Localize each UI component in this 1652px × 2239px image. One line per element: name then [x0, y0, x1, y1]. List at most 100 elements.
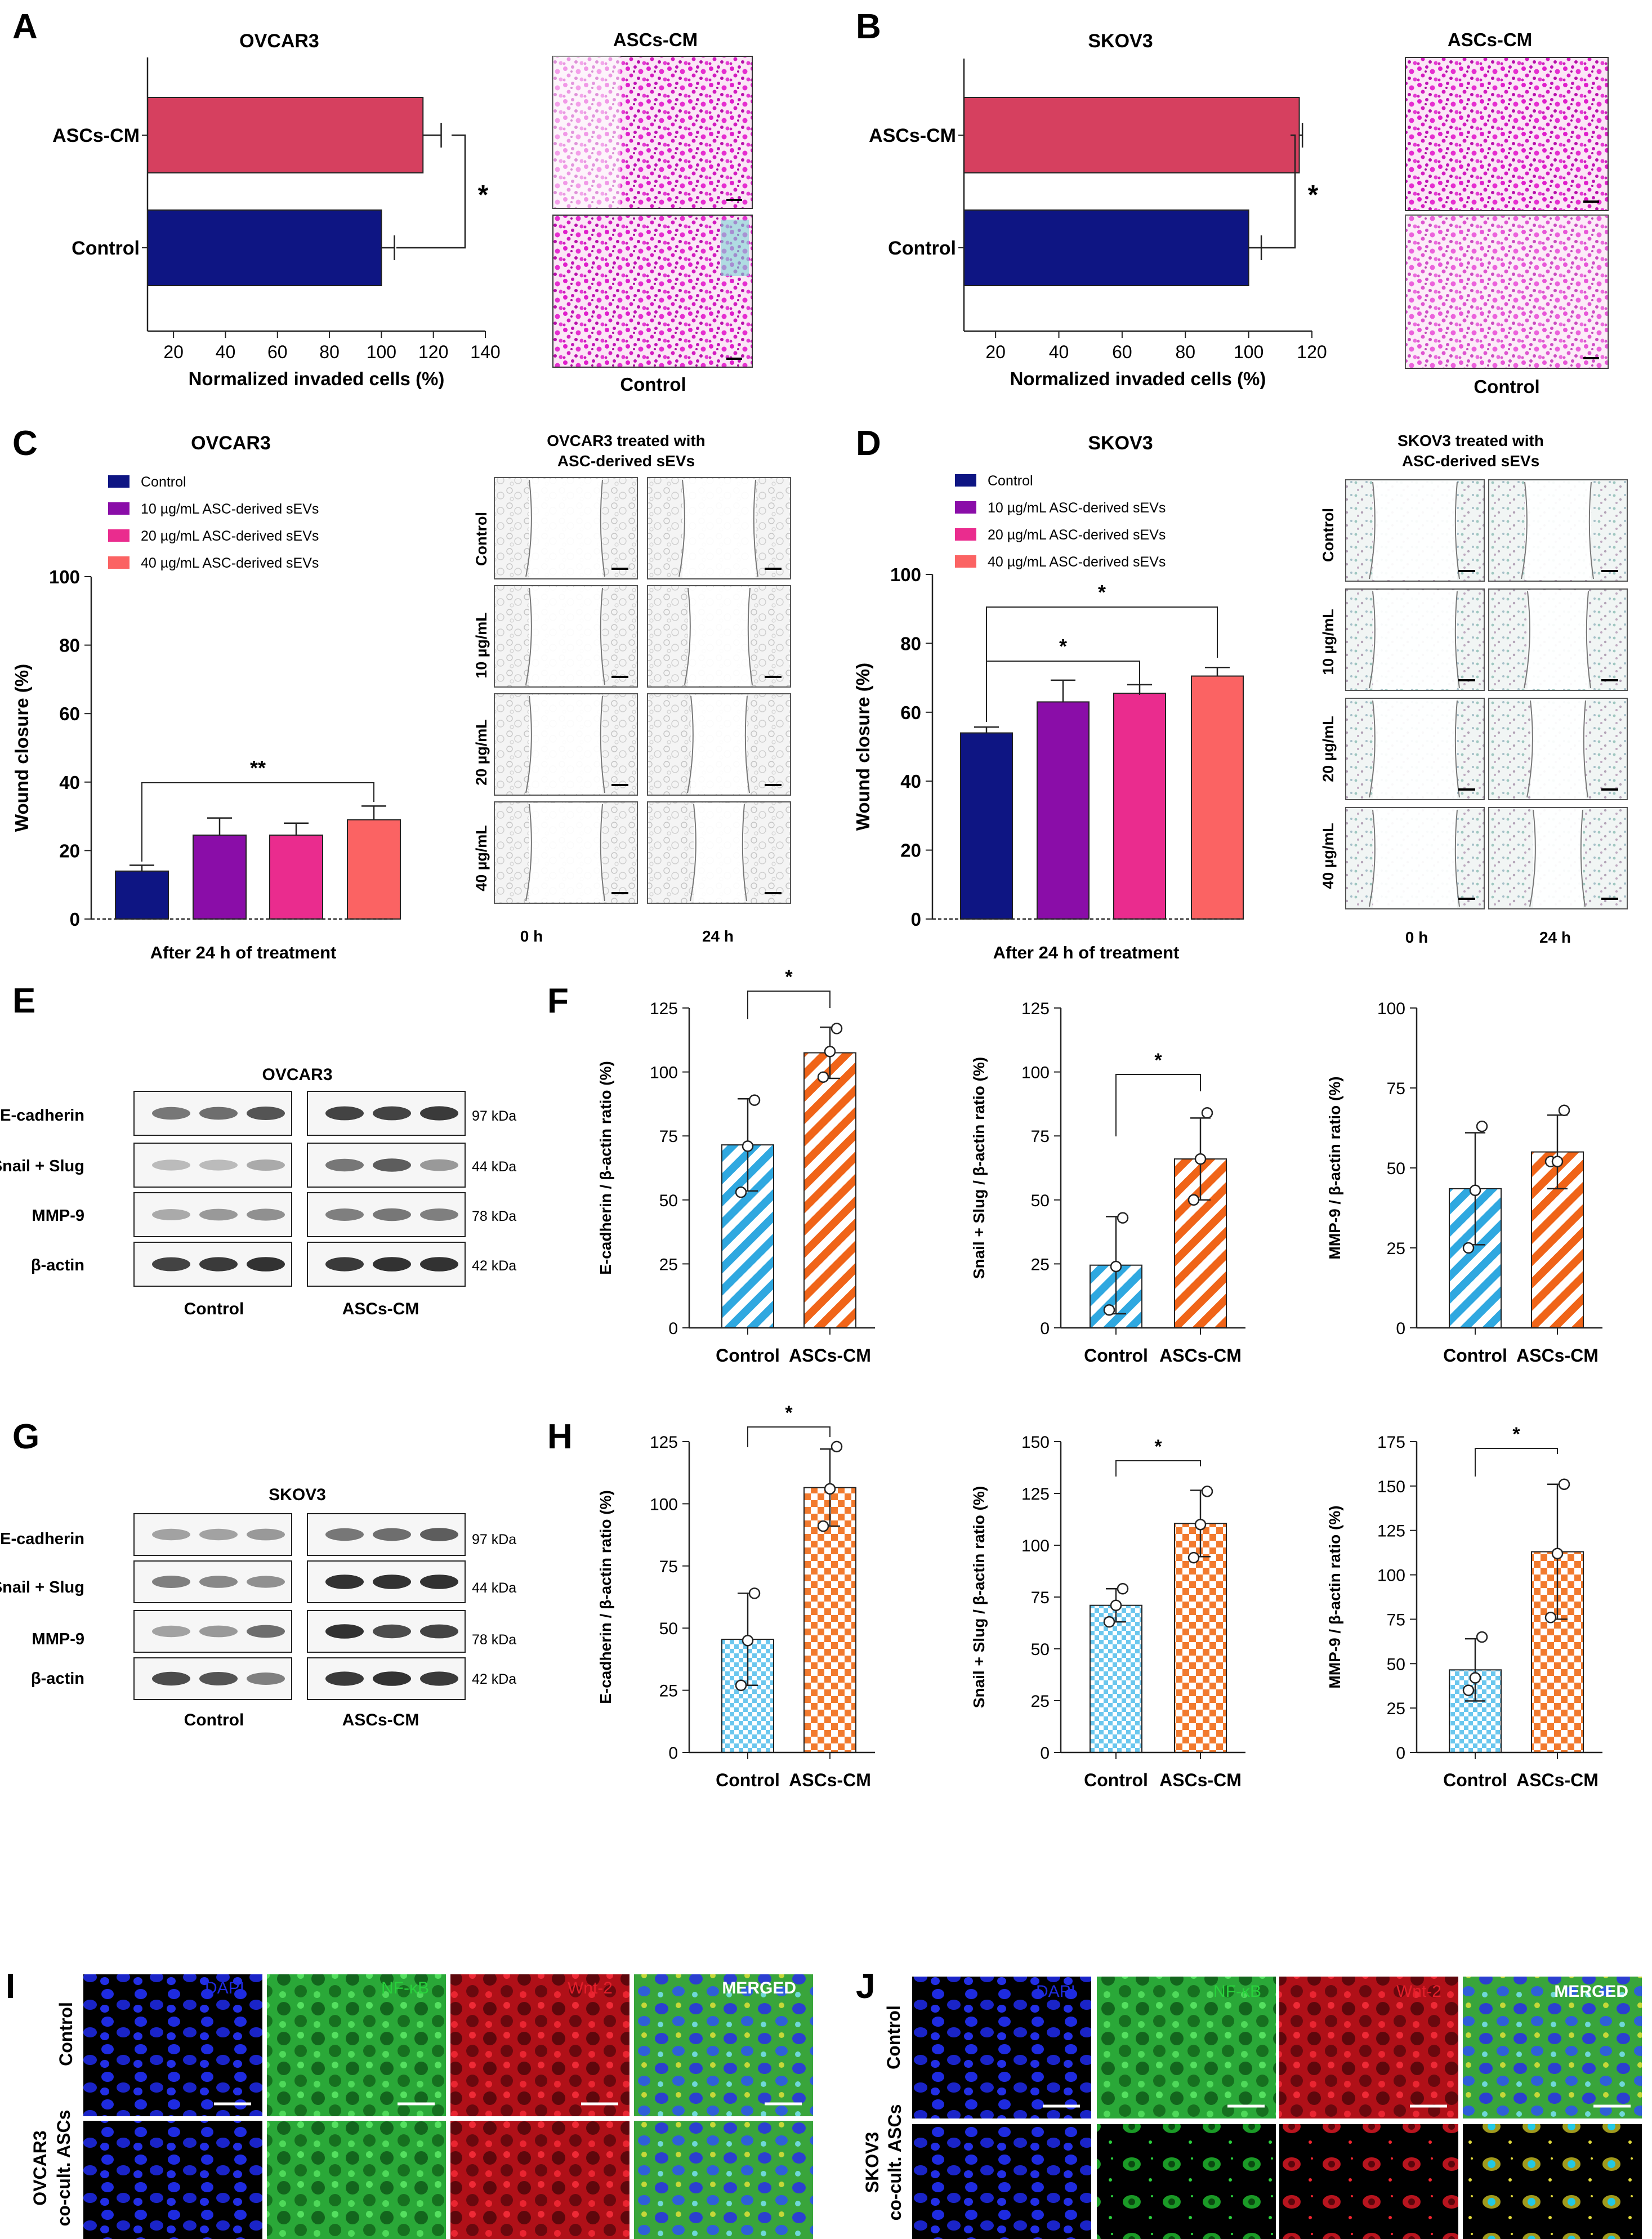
- y-tick-label: 75: [659, 1127, 678, 1146]
- wound-edge: [1454, 809, 1460, 907]
- blot-band: [420, 1257, 458, 1272]
- western-blot-e: OVCAR3 E-cadherin Snail + Slug MMP-9 β-a…: [0, 1065, 516, 1318]
- y-tick-label: 150: [1377, 1478, 1405, 1496]
- bar-control: [1090, 1604, 1142, 1753]
- wound-edge: [744, 695, 750, 793]
- chart-b-invasion-skov3: SKOV3 ASCs-CM Control 20 40 60 80 100 120 Normali…: [869, 30, 1327, 389]
- panel-label-j: J: [856, 1967, 875, 2006]
- category-label: ASCs-CM: [869, 125, 956, 146]
- if-image: [83, 2121, 262, 2239]
- bar-ascs-cm: [147, 97, 424, 173]
- wound-edge: [1369, 700, 1376, 798]
- blot-g-kda-4: 42 kDa: [472, 1671, 516, 1687]
- y-axis-label: Snail + Slug / β-actin ratio (%): [970, 1057, 988, 1279]
- x-tick-label: Control: [1443, 1770, 1507, 1790]
- x-tick-label: Control: [1084, 1345, 1148, 1366]
- wound-edge: [687, 695, 694, 793]
- wound-gap: [529, 587, 602, 686]
- if-i-row-2b: co-cult. ASCs: [53, 2110, 74, 2227]
- blot-band: [199, 1625, 238, 1638]
- significance-label: **: [250, 756, 266, 779]
- data-point: [817, 1071, 829, 1083]
- x-tick-label: ASCs-CM: [1159, 1345, 1242, 1366]
- y-tick-label: 0: [1040, 1744, 1050, 1763]
- micrographs-c: OVCAR3 treated with ASC-derived sEVs Con…: [473, 432, 791, 945]
- micro-d-col-2: 24 h: [1539, 929, 1571, 946]
- invasion-image-ascs: [1405, 57, 1609, 211]
- chart-a-invasion-ovcar3: OVCAR3 ASCs-CM Control 20 40 60 80 100 120 140 Nor…: [52, 30, 501, 389]
- legend-swatch: [955, 501, 976, 514]
- invasion-image-membrane: [721, 220, 749, 276]
- x-tick-label: ASCs-CM: [1159, 1770, 1242, 1790]
- y-tick-label: 100: [49, 567, 80, 587]
- data-point: [1551, 1547, 1564, 1559]
- panel-label-b: B: [856, 7, 881, 46]
- data-point: [1558, 1478, 1570, 1490]
- if-image: [1279, 1977, 1458, 2118]
- if-image: [1463, 1977, 1642, 2118]
- y-tick-label: 100: [1377, 1000, 1405, 1018]
- y-tick-label: 25: [659, 1682, 678, 1701]
- wound-edge: [1454, 481, 1460, 579]
- legend-label: 10 µg/mL ASC-derived sEVs: [988, 500, 1166, 516]
- wound-edge: [678, 479, 685, 577]
- legend-label: Control: [988, 473, 1033, 489]
- data-point: [742, 1140, 754, 1152]
- wound-edge: [1529, 809, 1536, 907]
- y-tick-label: 125: [1021, 1485, 1050, 1504]
- if-grid-j: [912, 1977, 1642, 2239]
- panel-label-f: F: [547, 982, 569, 1020]
- legend-swatch: [108, 556, 130, 569]
- wound-edge: [600, 804, 605, 902]
- if-i-row-2a: OVCAR3: [30, 2130, 50, 2205]
- data-point: [1194, 1518, 1207, 1531]
- x-axis-label: After 24 h of treatment: [150, 943, 337, 962]
- data-point: [748, 1587, 761, 1599]
- if-image: [1463, 2124, 1642, 2239]
- data-point: [1117, 1212, 1129, 1224]
- data-point: [831, 1023, 843, 1034]
- data-point: [1476, 1631, 1488, 1643]
- y-tick-label: 100: [650, 1495, 678, 1514]
- if-j-ch-3: Wnt-2: [1396, 1982, 1441, 2001]
- data-point: [1201, 1486, 1213, 1497]
- y-tick-label: 75: [1387, 1080, 1405, 1098]
- blot-band: [373, 1257, 411, 1272]
- blot-e-kda-3: 78 kDa: [472, 1208, 516, 1224]
- y-tick-label: 60: [900, 702, 921, 723]
- wound-gap: [1373, 590, 1457, 689]
- blot-g-group-2: ASCs-CM: [342, 1711, 419, 1729]
- x-tick-label: Control: [1443, 1345, 1507, 1366]
- blot-band: [373, 1158, 411, 1172]
- y-axis-label: E-cadherin / β-actin ratio (%): [597, 1490, 614, 1704]
- bar-ascs-cm: [963, 97, 1300, 173]
- wound-edge: [1369, 809, 1376, 907]
- category-label: ASCs-CM: [52, 125, 140, 146]
- wound-grid-c: [494, 477, 791, 904]
- micro-b-title: ASCs-CM: [1448, 29, 1532, 50]
- if-image: [1097, 1977, 1276, 2118]
- blot-band: [325, 1671, 364, 1686]
- x-tick-label: 20: [985, 342, 1006, 362]
- invasion-image-control: [1405, 215, 1609, 369]
- wound-gap: [1528, 590, 1588, 689]
- y-tick-label: 25: [1031, 1692, 1050, 1711]
- invasion-image-control: [552, 215, 753, 368]
- y-tick-label: 60: [59, 703, 80, 724]
- blot-g-row-1: E-cadherin: [0, 1530, 84, 1548]
- wound-edge: [1526, 700, 1533, 798]
- x-tick-label: Control: [1084, 1770, 1148, 1790]
- immunofluorescence-i: Control OVCAR3 co-cult. ASCs DAPI NF-κB …: [30, 1974, 813, 2239]
- blot-band: [152, 1107, 190, 1120]
- y-tick-label: 175: [1377, 1433, 1405, 1452]
- blot-band: [325, 1624, 364, 1639]
- blot-e-group-2: ASCs-CM: [342, 1300, 419, 1318]
- legend-label: 40 µg/mL ASC-derived sEVs: [141, 555, 319, 571]
- invasion-image-fade: [553, 56, 620, 208]
- data-point: [831, 1440, 843, 1453]
- wound-edge: [600, 587, 605, 685]
- blot-box: [133, 1513, 292, 1556]
- x-tick-label: 120: [1297, 342, 1327, 362]
- legend-swatch: [108, 475, 130, 488]
